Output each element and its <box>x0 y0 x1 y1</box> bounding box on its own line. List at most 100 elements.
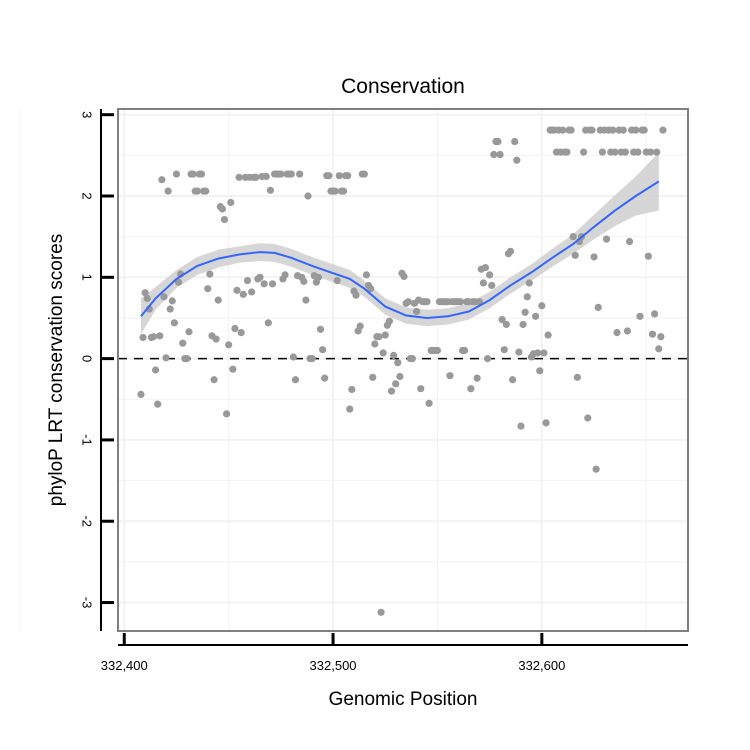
data-point <box>640 126 648 134</box>
plot-panel <box>118 109 688 631</box>
data-point <box>316 325 325 333</box>
data-point <box>193 187 201 195</box>
data-point <box>160 293 168 301</box>
data-point <box>467 385 475 393</box>
data-point <box>156 332 164 340</box>
data-point <box>339 187 348 195</box>
data-point <box>344 172 352 180</box>
data-point <box>260 280 268 288</box>
data-point <box>400 272 408 281</box>
data-point <box>296 170 304 178</box>
data-point <box>611 148 619 156</box>
data-point <box>396 372 404 381</box>
data-point <box>569 233 577 241</box>
data-point <box>174 278 183 286</box>
data-point <box>168 297 176 305</box>
data-point <box>475 298 483 306</box>
data-point <box>227 198 235 207</box>
plot-frame <box>117 108 689 632</box>
data-point <box>179 339 187 347</box>
data-point <box>204 285 212 293</box>
y-tick-label: -1 <box>80 434 95 446</box>
data-point <box>360 170 368 178</box>
data-point <box>602 235 611 243</box>
data-point <box>531 312 540 320</box>
data-point <box>511 137 519 146</box>
data-point <box>519 320 527 329</box>
data-point <box>158 176 166 184</box>
data-point <box>377 608 385 616</box>
data-point <box>141 289 149 297</box>
data-point <box>536 367 544 375</box>
data-point <box>233 286 241 294</box>
data-point <box>335 172 343 180</box>
data-point <box>369 373 377 381</box>
data-point <box>256 273 264 281</box>
data-point <box>506 247 515 255</box>
y-tick-label: 2 <box>80 192 95 199</box>
data-point <box>433 346 442 355</box>
data-point <box>325 172 333 180</box>
data-point <box>517 422 525 430</box>
data-point <box>202 187 210 195</box>
data-point <box>621 148 629 156</box>
data-point <box>197 170 206 178</box>
data-point <box>348 385 356 394</box>
data-point <box>139 333 147 342</box>
data-point <box>417 385 425 393</box>
data-point <box>248 288 256 296</box>
data-point <box>183 355 191 363</box>
data-point <box>229 365 237 373</box>
data-point <box>486 271 494 279</box>
chart-title: Conservation <box>341 75 465 98</box>
data-point <box>381 331 389 339</box>
x-axis-label: Genomic Position <box>329 689 478 710</box>
data-point <box>613 328 621 337</box>
data-point <box>392 380 400 388</box>
data-point <box>206 270 214 278</box>
data-point <box>331 187 339 195</box>
data-point <box>346 405 354 413</box>
y-tick-label: 0 <box>80 355 95 362</box>
data-point <box>523 293 531 301</box>
data-point <box>540 349 548 357</box>
data-point <box>592 465 600 473</box>
data-point <box>137 390 145 398</box>
data-point <box>521 308 529 316</box>
data-point <box>625 237 634 246</box>
data-point <box>496 150 504 159</box>
x-tick-label: 332,500 <box>310 658 357 673</box>
data-point <box>212 335 220 343</box>
data-point <box>375 333 383 341</box>
data-point <box>164 187 172 195</box>
data-point <box>214 296 222 304</box>
data-point <box>584 414 592 422</box>
data-point <box>490 150 498 159</box>
y-tick-label: 1 <box>80 274 95 281</box>
data-point <box>598 148 606 156</box>
data-point <box>304 192 312 200</box>
y-axis-label: phyloP LRT conservation scores <box>46 234 67 507</box>
data-point <box>308 355 316 363</box>
data-point <box>379 349 387 357</box>
data-point <box>609 126 617 134</box>
data-point <box>573 373 581 381</box>
data-point <box>590 253 598 261</box>
data-point <box>170 319 178 327</box>
data-point <box>287 170 295 178</box>
data-point <box>623 327 632 335</box>
data-point <box>319 346 327 354</box>
data-point <box>446 372 454 380</box>
data-point <box>185 328 193 336</box>
data-point <box>646 148 655 156</box>
data-point <box>385 317 394 325</box>
x-tick-label: 332,400 <box>101 658 148 673</box>
data-point <box>500 346 508 354</box>
data-point <box>362 271 371 279</box>
data-point <box>588 126 596 134</box>
data-point <box>300 277 308 285</box>
data-point <box>371 340 379 348</box>
data-point <box>222 410 231 418</box>
data-point <box>321 374 329 382</box>
data-point <box>266 186 275 194</box>
